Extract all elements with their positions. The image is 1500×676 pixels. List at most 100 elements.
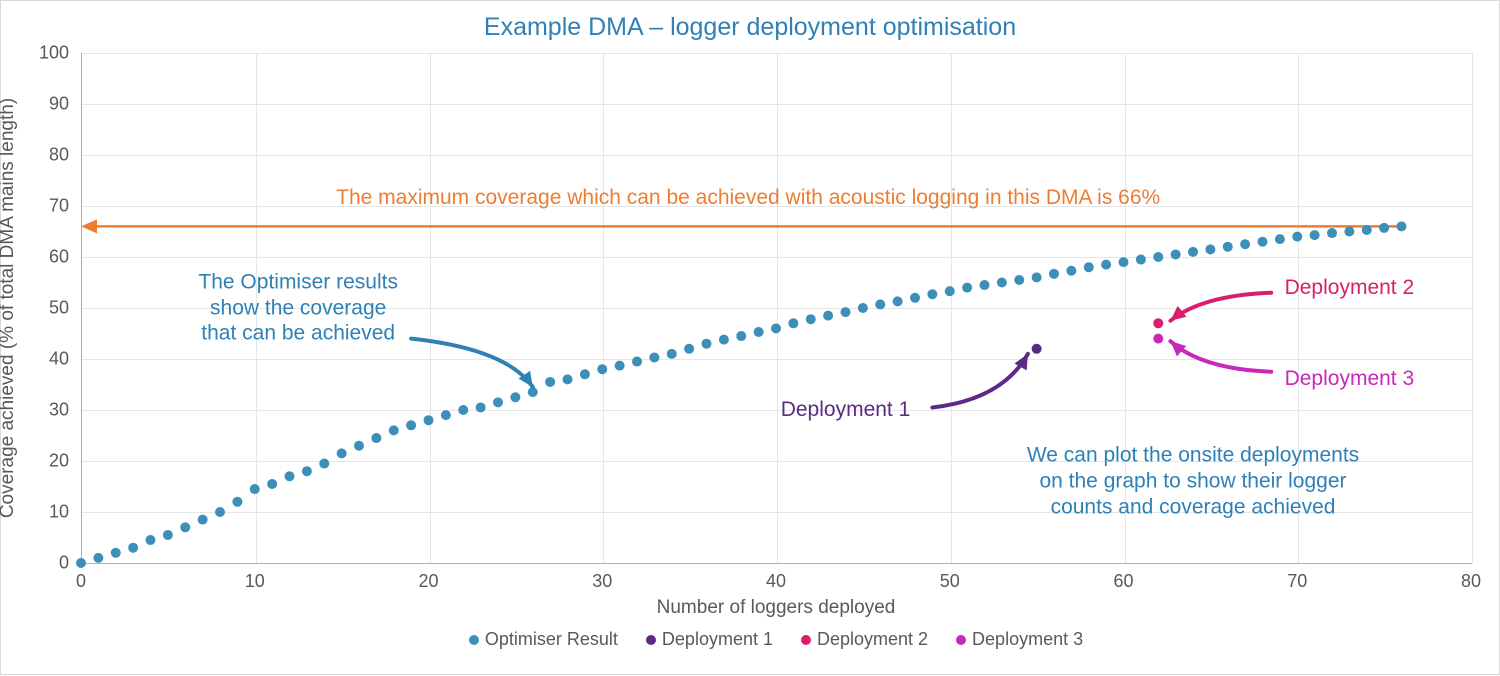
optimiser-point bbox=[1066, 266, 1076, 276]
optimiser-point bbox=[1171, 249, 1181, 259]
optimiser-point bbox=[493, 397, 503, 407]
optimiser-point bbox=[1379, 223, 1389, 233]
optimiser-point bbox=[875, 299, 885, 309]
optimiser-point bbox=[1240, 239, 1250, 249]
optimiser-point bbox=[1153, 252, 1163, 262]
legend-marker-icon bbox=[956, 635, 966, 645]
optimiser-point bbox=[788, 318, 798, 328]
optimiser-point bbox=[424, 415, 434, 425]
optimiser-point bbox=[684, 344, 694, 354]
x-tick-label: 30 bbox=[592, 571, 612, 592]
legend-item-optimiser: Optimiser Result bbox=[469, 629, 618, 650]
legend-label: Deployment 1 bbox=[662, 629, 773, 650]
optimiser-point bbox=[371, 433, 381, 443]
optimiser-point bbox=[1205, 244, 1215, 254]
dep1-arrow bbox=[932, 354, 1028, 408]
optimiser-point bbox=[389, 425, 399, 435]
onsite-annotation: We can plot the onsite deployments on th… bbox=[1027, 443, 1359, 520]
optimiser-point bbox=[632, 357, 642, 367]
optimiser-point bbox=[858, 303, 868, 313]
optimiser-point bbox=[337, 448, 347, 458]
max-coverage-line-arrowhead bbox=[81, 219, 97, 233]
optimiser-point bbox=[1258, 237, 1268, 247]
max-coverage-annotation: The maximum coverage which can be achiev… bbox=[336, 186, 1160, 212]
dep3-point bbox=[1153, 334, 1163, 344]
dep3-label: Deployment 3 bbox=[1285, 367, 1415, 393]
optimiser-point bbox=[319, 459, 329, 469]
optimiser-point bbox=[1310, 230, 1320, 240]
optimiser-point bbox=[128, 543, 138, 553]
legend-item-dep1: Deployment 1 bbox=[646, 629, 773, 650]
optimiser-point bbox=[1188, 247, 1198, 257]
optimiser-point bbox=[754, 327, 764, 337]
optimiser-point bbox=[441, 410, 451, 420]
optimiser-point bbox=[719, 335, 729, 345]
optimiser-point bbox=[93, 553, 103, 563]
optimiser-point bbox=[736, 331, 746, 341]
x-tick-label: 10 bbox=[245, 571, 265, 592]
optimiser-arrow bbox=[411, 339, 533, 387]
optimiser-point bbox=[1344, 227, 1354, 237]
legend: Optimiser Result Deployment 1 Deployment 2… bbox=[81, 629, 1471, 650]
optimiser-point bbox=[476, 402, 486, 412]
optimiser-point bbox=[841, 307, 851, 317]
optimiser-point bbox=[1397, 221, 1407, 231]
optimiser-point bbox=[910, 293, 920, 303]
optimiser-point bbox=[406, 420, 416, 430]
legend-marker-icon bbox=[801, 635, 811, 645]
x-tick-label: 70 bbox=[1287, 571, 1307, 592]
optimiser-point bbox=[1032, 272, 1042, 282]
optimiser-point bbox=[458, 405, 468, 415]
optimiser-point bbox=[962, 283, 972, 293]
x-tick-label: 20 bbox=[418, 571, 438, 592]
legend-marker-icon bbox=[646, 635, 656, 645]
optimiser-point bbox=[146, 535, 156, 545]
optimiser-point bbox=[215, 507, 225, 517]
optimiser-point bbox=[354, 441, 364, 451]
x-tick-label: 40 bbox=[766, 571, 786, 592]
optimiser-point bbox=[597, 364, 607, 374]
optimiser-point bbox=[198, 515, 208, 525]
optimiser-point bbox=[232, 497, 242, 507]
optimiser-point bbox=[945, 286, 955, 296]
optimiser-point bbox=[510, 392, 520, 402]
optimiser-point bbox=[667, 349, 677, 359]
optimiser-point bbox=[545, 377, 555, 387]
x-tick-label: 0 bbox=[76, 571, 86, 592]
optimiser-point bbox=[1223, 242, 1233, 252]
legend-label: Optimiser Result bbox=[485, 629, 618, 650]
optimiser-point bbox=[180, 522, 190, 532]
optimiser-point bbox=[997, 278, 1007, 288]
optimiser-point bbox=[702, 339, 712, 349]
optimiser-point bbox=[111, 548, 121, 558]
optimiser-point bbox=[1119, 257, 1129, 267]
optimiser-point bbox=[1275, 234, 1285, 244]
optimiser-point bbox=[76, 558, 86, 568]
dep2-label: Deployment 2 bbox=[1285, 275, 1415, 301]
legend-label: Deployment 2 bbox=[817, 629, 928, 650]
x-tick-label: 80 bbox=[1461, 571, 1481, 592]
optimiser-point bbox=[1292, 232, 1302, 242]
optimiser-point bbox=[1084, 262, 1094, 272]
optimiser-point bbox=[1101, 260, 1111, 270]
y-axis-label: Coverage achieved (% of total DMA mains … bbox=[0, 53, 19, 563]
optimiser-point bbox=[893, 296, 903, 306]
optimiser-point bbox=[927, 289, 937, 299]
legend-label: Deployment 3 bbox=[972, 629, 1083, 650]
optimiser-point bbox=[580, 369, 590, 379]
optimiser-point bbox=[302, 466, 312, 476]
optimiser-point bbox=[980, 280, 990, 290]
chart-container: Example DMA – logger deployment optimisa… bbox=[0, 0, 1500, 675]
optimiser-point bbox=[806, 314, 816, 324]
optimiser-point bbox=[1014, 275, 1024, 285]
optimiser-point bbox=[267, 479, 277, 489]
optimiser-point bbox=[563, 374, 573, 384]
optimiser-point bbox=[163, 530, 173, 540]
optimiser-point bbox=[615, 361, 625, 371]
optimiser-point bbox=[1049, 269, 1059, 279]
optimiser-point bbox=[250, 484, 260, 494]
optimiser-point bbox=[285, 471, 295, 481]
x-axis-label: Number of loggers deployed bbox=[81, 597, 1471, 619]
legend-item-dep3: Deployment 3 bbox=[956, 629, 1083, 650]
optimiser-point bbox=[823, 311, 833, 321]
